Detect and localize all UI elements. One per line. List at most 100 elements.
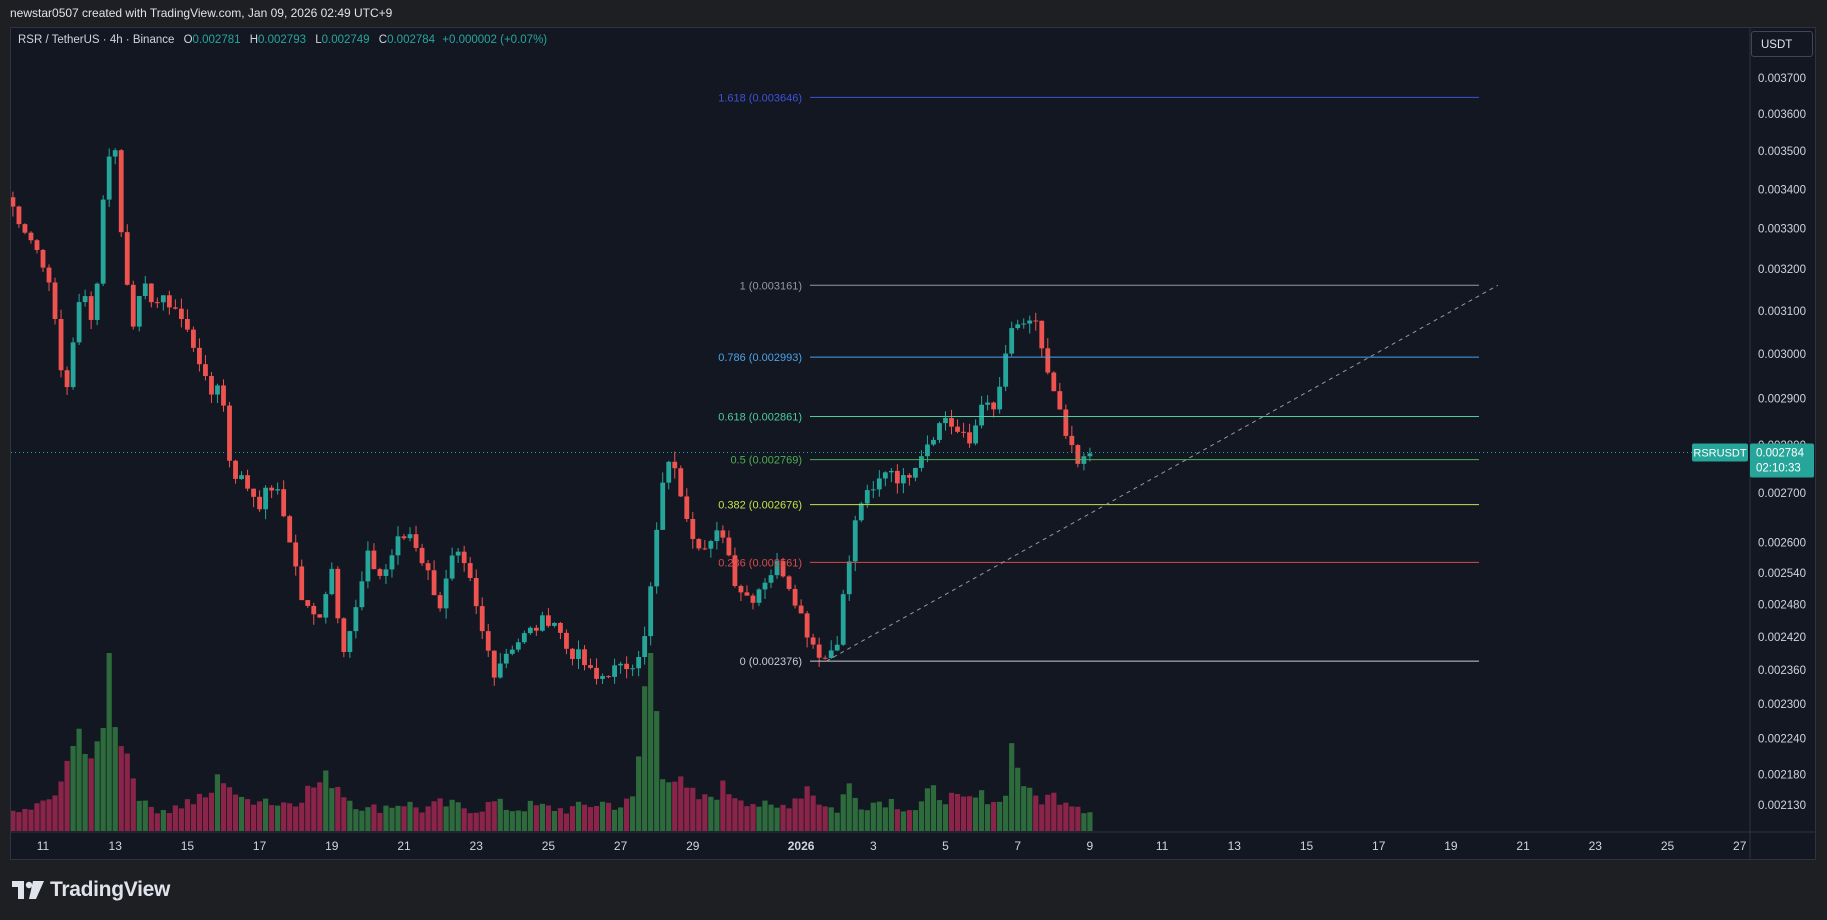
candle-body bbox=[888, 470, 894, 473]
candle-body bbox=[22, 224, 28, 233]
candle-body bbox=[1027, 320, 1033, 324]
candle-body bbox=[401, 536, 407, 539]
volume-bar bbox=[930, 785, 937, 831]
volume-bar bbox=[545, 805, 551, 831]
chart-frame[interactable] bbox=[10, 27, 1816, 860]
candle-body bbox=[876, 478, 882, 490]
candle bbox=[804, 611, 810, 648]
candle-body bbox=[88, 296, 94, 320]
candle-body bbox=[431, 570, 437, 596]
candle bbox=[882, 471, 888, 487]
brand-logo[interactable]: TradingView bbox=[12, 878, 170, 902]
candle-body bbox=[1051, 372, 1057, 392]
candle bbox=[684, 488, 690, 522]
volume-bar bbox=[1081, 813, 1087, 831]
candle-body bbox=[317, 614, 323, 618]
candle-body bbox=[497, 663, 503, 678]
candle bbox=[594, 658, 599, 685]
candle-body bbox=[672, 461, 678, 469]
time-tick-label: 13 bbox=[1228, 839, 1242, 853]
currency-button[interactable]: USDT bbox=[1751, 31, 1813, 57]
volume-bar bbox=[960, 796, 967, 831]
candle-body bbox=[654, 529, 660, 587]
candle bbox=[527, 626, 533, 635]
candle bbox=[293, 534, 299, 576]
candle bbox=[64, 366, 70, 395]
candle bbox=[949, 409, 954, 435]
candle bbox=[509, 645, 515, 656]
candle-body bbox=[720, 530, 726, 538]
candle bbox=[437, 591, 443, 612]
candle-body bbox=[1003, 353, 1009, 387]
close-key: C bbox=[378, 34, 388, 46]
volume-bar bbox=[70, 745, 76, 831]
volume-bar bbox=[341, 797, 347, 831]
volume-bar bbox=[112, 727, 118, 831]
volume-bar bbox=[190, 804, 197, 831]
candle bbox=[425, 559, 431, 581]
price-tick-label: 0.002180 bbox=[1758, 769, 1806, 781]
volume-bar bbox=[587, 807, 594, 831]
candle bbox=[233, 459, 238, 484]
candle bbox=[172, 299, 178, 310]
candle bbox=[449, 547, 455, 581]
volume-bar bbox=[317, 782, 323, 831]
candle-body bbox=[864, 490, 870, 504]
candle bbox=[305, 599, 311, 608]
candle-body bbox=[166, 295, 172, 308]
open-key: O bbox=[183, 34, 193, 46]
fib-level-label: 0.382 (0.002676) bbox=[718, 500, 802, 512]
candle-body bbox=[913, 467, 918, 478]
candle-body bbox=[810, 637, 816, 645]
last-price-label: 0.002784 bbox=[1756, 447, 1805, 459]
candle-body bbox=[221, 385, 226, 406]
volume-bar bbox=[852, 797, 858, 831]
price-tick-label: 0.002540 bbox=[1758, 568, 1806, 580]
volume-bar bbox=[473, 812, 479, 831]
price-tick-label: 0.003600 bbox=[1758, 109, 1806, 121]
time-tick-label: 19 bbox=[325, 839, 339, 853]
volume-bar bbox=[557, 808, 564, 831]
candle bbox=[576, 640, 581, 670]
volume-bar bbox=[533, 805, 539, 831]
candle-body bbox=[786, 576, 792, 589]
volume-bar bbox=[738, 800, 744, 831]
price-tick-label: 0.003300 bbox=[1758, 224, 1806, 236]
candle bbox=[221, 379, 226, 412]
volume-bar bbox=[1063, 802, 1069, 831]
candle bbox=[937, 421, 942, 444]
volume-bar bbox=[636, 756, 642, 831]
candle bbox=[919, 450, 924, 472]
candle bbox=[1081, 453, 1087, 471]
candle-body bbox=[142, 283, 148, 297]
candle-body bbox=[648, 586, 654, 637]
time-tick-label: 7 bbox=[1014, 839, 1021, 853]
volume-bar bbox=[1045, 794, 1051, 831]
candle-body bbox=[329, 568, 335, 595]
candle bbox=[558, 621, 563, 640]
price-tick-label: 0.003500 bbox=[1758, 146, 1806, 158]
time-tick-label: 15 bbox=[1300, 839, 1314, 853]
volume-bar bbox=[431, 801, 437, 831]
candle-body bbox=[533, 627, 539, 631]
symbol-label[interactable]: RSR / TetherUS · 4h · Binance bbox=[18, 34, 175, 46]
volume-bar bbox=[58, 781, 64, 831]
candle bbox=[606, 675, 611, 679]
candle-body bbox=[846, 561, 852, 595]
candle bbox=[702, 540, 708, 551]
volume-bar bbox=[136, 800, 142, 831]
volume-bar bbox=[419, 812, 425, 831]
candle-body bbox=[858, 503, 864, 521]
candle-body bbox=[973, 425, 978, 444]
candle bbox=[1027, 315, 1033, 334]
candle bbox=[533, 624, 539, 636]
fib-level-label: 1 (0.003161) bbox=[740, 280, 802, 292]
candle-body bbox=[714, 530, 720, 542]
candle-body bbox=[1021, 323, 1027, 325]
volume-bar bbox=[281, 802, 287, 831]
volume-bar bbox=[618, 807, 624, 831]
candle-body bbox=[1087, 453, 1093, 457]
candle-body bbox=[834, 644, 840, 651]
candle bbox=[275, 482, 281, 495]
